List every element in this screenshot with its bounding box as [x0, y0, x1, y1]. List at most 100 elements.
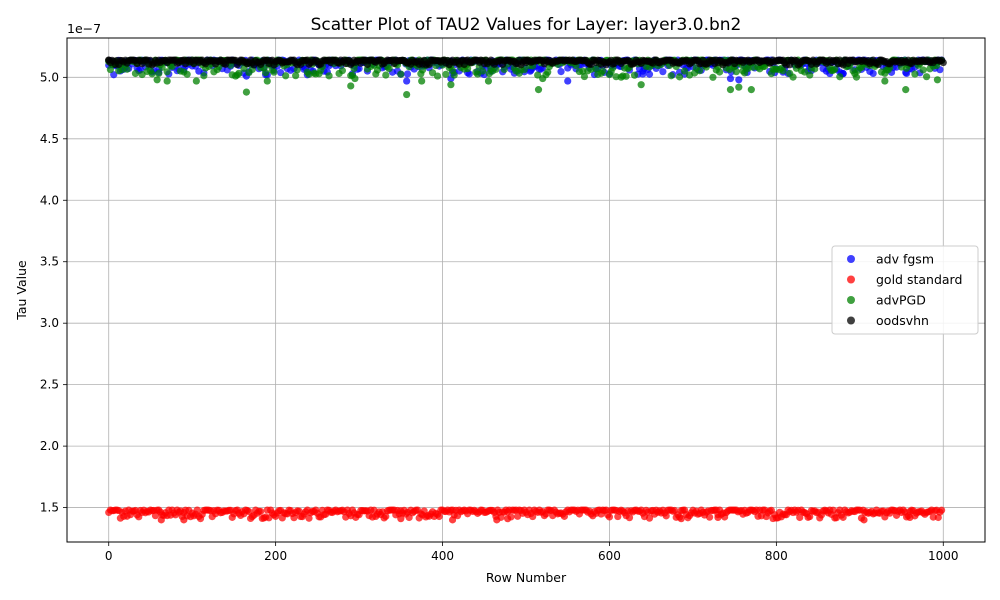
y-tick-label: 1.5 [40, 501, 59, 515]
data-point [148, 70, 156, 78]
legend: adv fgsm gold standard advPGD oodsvhn [831, 245, 979, 335]
data-point [906, 513, 914, 522]
data-point [922, 73, 931, 81]
plot-frame [66, 37, 986, 543]
data-point [153, 76, 161, 84]
data-point [351, 74, 359, 83]
y-axis-ticks: 1.5 2.0 2.5 3.0 3.5 4.0 4.5 5.0 [40, 70, 67, 515]
data-point [235, 69, 243, 77]
data-point [338, 67, 346, 75]
data-point [155, 69, 163, 78]
data-point [852, 73, 861, 81]
legend-marker [847, 296, 855, 304]
data-point [529, 512, 537, 521]
data-point [709, 73, 717, 81]
data-point [403, 90, 411, 99]
x-tick-label: 1000 [928, 549, 959, 563]
data-point [749, 63, 757, 71]
data-point [933, 76, 942, 84]
data-point [630, 71, 639, 79]
data-point [385, 65, 393, 73]
data-point [539, 74, 547, 83]
data-point [448, 516, 457, 524]
legend-label: adv fgsm [876, 252, 934, 267]
data-point [534, 71, 542, 79]
data-point [270, 68, 278, 76]
data-point [860, 516, 868, 524]
data-point [105, 56, 113, 64]
data-point [157, 516, 165, 524]
data-point [493, 516, 501, 524]
y-tick-label: 3.0 [40, 316, 59, 330]
data-point [534, 86, 543, 94]
data-point [484, 77, 493, 85]
data-point [667, 72, 675, 80]
data-point [242, 88, 251, 96]
data-point [677, 515, 685, 523]
data-point [123, 65, 131, 73]
legend-label: advPGD [876, 293, 926, 308]
y-axis-offset-text: 1e−7 [67, 21, 101, 36]
data-point [397, 70, 405, 78]
legend-label: oodsvhn [876, 313, 929, 328]
data-point [257, 507, 265, 516]
data-point [637, 81, 645, 89]
data-point [544, 68, 552, 76]
data-point [193, 506, 201, 514]
data-point [726, 74, 735, 83]
data-point [195, 67, 203, 75]
data-point [645, 70, 654, 78]
y-tick-label: 4.0 [40, 193, 59, 207]
data-point [680, 67, 689, 75]
x-tick-label: 800 [765, 549, 788, 563]
data-point [645, 514, 654, 522]
legend-marker [847, 275, 855, 284]
y-tick-label: 4.5 [40, 132, 59, 146]
data-point [293, 66, 301, 74]
x-tick-label: 400 [431, 549, 454, 563]
data-point [732, 68, 740, 76]
data-point [106, 65, 114, 74]
data-point [599, 67, 607, 75]
x-tick-label: 0 [105, 549, 113, 563]
data-point [433, 72, 442, 80]
chart-title: Scatter Plot of TAU2 Values for Layer: l… [311, 15, 742, 35]
data-point [325, 72, 333, 80]
data-point [831, 65, 839, 73]
data-point [442, 70, 450, 78]
data-point [806, 512, 814, 521]
data-point [263, 77, 271, 85]
data-point [605, 513, 614, 521]
data-point [163, 77, 171, 85]
data-point [836, 73, 844, 81]
data-point [911, 70, 919, 78]
data-point [435, 512, 443, 521]
data-point [504, 515, 512, 523]
data-point [659, 68, 667, 76]
data-point [919, 66, 927, 74]
data-point [881, 77, 889, 85]
data-point [839, 513, 847, 521]
data-point [938, 506, 946, 514]
data-point [522, 58, 530, 67]
series-gold-standard [105, 506, 946, 524]
data-point [262, 69, 270, 77]
y-tick-label: 2.5 [40, 378, 59, 392]
data-point [292, 72, 300, 80]
data-point [706, 513, 714, 521]
data-point [726, 86, 735, 94]
data-point [382, 71, 390, 79]
data-point [806, 71, 814, 79]
data-point [939, 58, 947, 67]
data-point [779, 67, 787, 75]
data-point [735, 83, 743, 91]
x-axis-label: Row Number [486, 570, 567, 585]
data-point [192, 77, 200, 85]
data-point [131, 69, 140, 78]
data-point [347, 82, 355, 90]
data-points [105, 56, 947, 524]
series-oodsvhn [105, 56, 947, 69]
x-tick-label: 200 [264, 549, 287, 563]
data-point [447, 81, 455, 89]
